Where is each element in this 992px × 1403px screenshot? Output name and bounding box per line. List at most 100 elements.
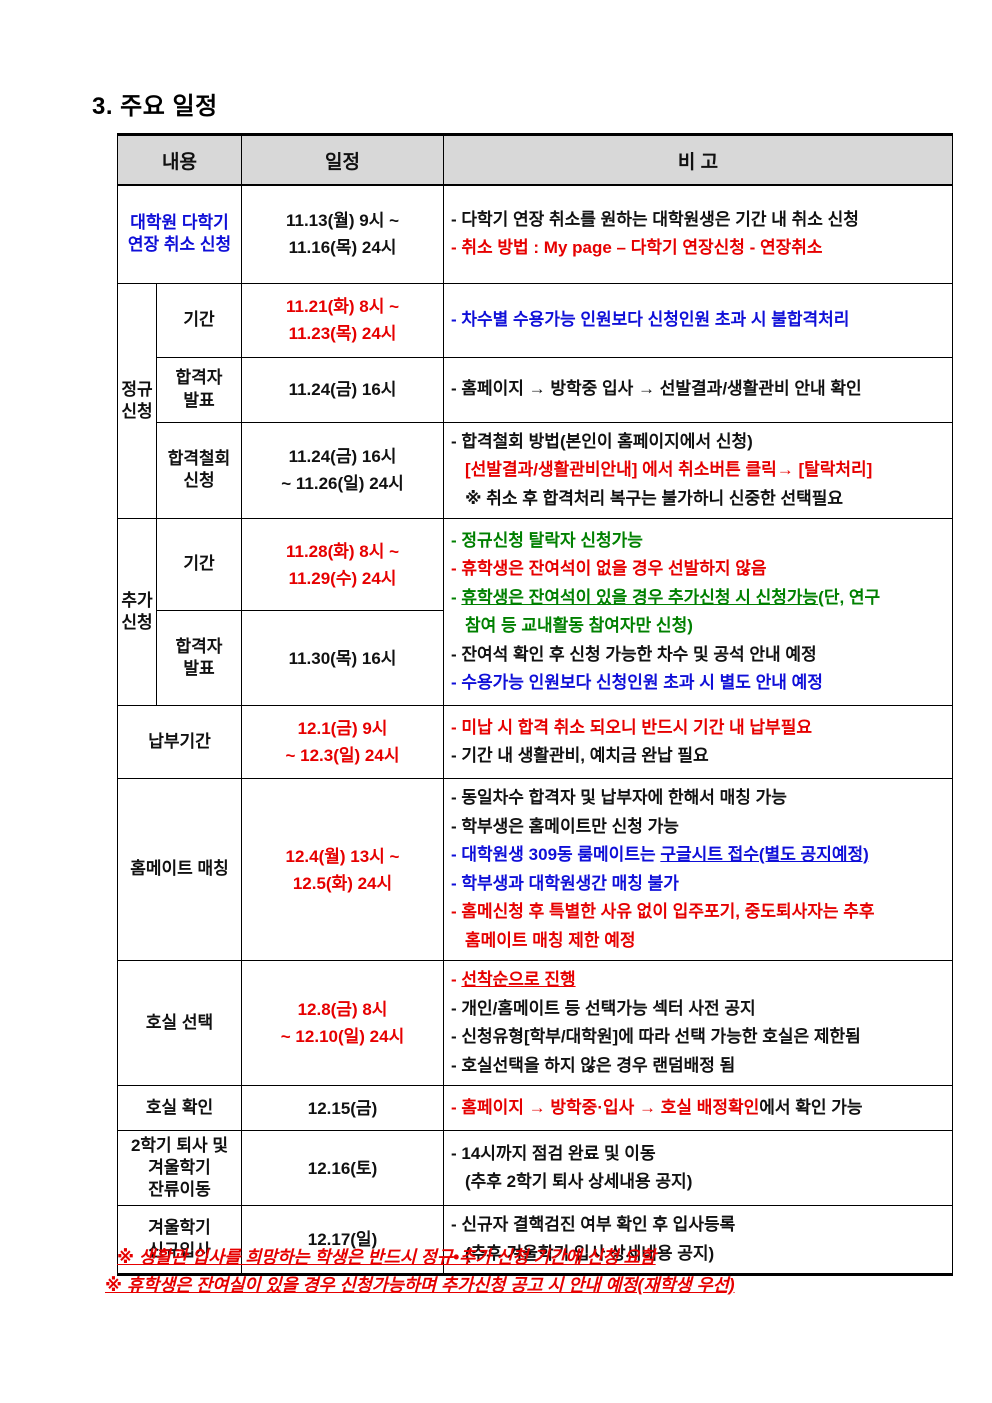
schedule-cell: 11.24(금) 16시 bbox=[241, 356, 444, 423]
content-group-cell: 정규 신청 bbox=[117, 282, 157, 519]
schedule-line: ~ 12.3(일) 24시 bbox=[285, 746, 400, 765]
note-line: - 기간 내 생활관비, 예치금 완납 필요 bbox=[451, 742, 944, 771]
note-cell: - 합격철회 방법(본인이 홈페이지에서 신청) [선발결과/생활관비안내] 에서… bbox=[443, 421, 953, 519]
note-line: - 동일차수 합격자 및 납부자에 한해서 매칭 가능 bbox=[451, 784, 944, 813]
content-label-cell: 기간 bbox=[156, 518, 242, 611]
note-segment: - bbox=[451, 673, 462, 692]
note-segment: (추후 겨울학기 입사 상세내용 공지) bbox=[465, 1243, 715, 1263]
content-label-cell: 겨울학기 신규입사 bbox=[117, 1205, 242, 1275]
note-segment: - 학부생은 홈메이트만 신청 가능 bbox=[451, 816, 679, 836]
header-schedule: 일정 bbox=[241, 134, 444, 186]
note-line: - 개인/홈메이트 등 선택가능 섹터 사전 공지 bbox=[451, 995, 944, 1024]
note-cell: - 미납 시 합격 취소 되오니 반드시 기간 내 납부필요 - 기간 내 생활관… bbox=[443, 705, 953, 779]
note-segment: - 호실선택을 하지 않은 경우 랜덤배정 됨 bbox=[451, 1055, 736, 1075]
schedule-table: 내용 일정 비 고 대학원 다학기 연장 취소 신청 11.13(월) 9시 ~1… bbox=[117, 133, 953, 1276]
note-line: ※ 취소 후 합격처리 복구는 불가하니 신중한 선택필요 bbox=[451, 485, 944, 514]
note-line: - 학부생은 홈메이트만 신청 가능 bbox=[451, 813, 944, 842]
note-segment: ※ 취소 후 합격처리 복구는 불가하니 신중한 선택필요 bbox=[465, 488, 844, 508]
note-cell: - 신규자 결핵검진 여부 확인 후 입사등록 (추후 겨울학기 입사 상세내용 … bbox=[443, 1205, 953, 1275]
table-row: 대학원 다학기 연장 취소 신청 11.13(월) 9시 ~ 11.16(목) 24… bbox=[117, 184, 953, 284]
note-segment: 수용가능 인원보다 신청인원 초과 시 별도 안내 예정 bbox=[461, 673, 823, 692]
schedule-cell: 12.4(월) 13시 ~ 12.5(화) 24시 bbox=[241, 778, 444, 961]
note-segment: [선발결과/생활관비안내] 에서 취소버튼 클릭→ [탈락처리] bbox=[465, 460, 873, 479]
note-line: - 차수별 수용가능 인원보다 신청인원 초과 시 불합격처리 bbox=[451, 306, 944, 335]
note-segment: - bbox=[451, 873, 462, 893]
note-segment: - 홈페이지 → 방학중 입사 → 선발결과/생활관비 안내 확인 bbox=[451, 379, 862, 399]
schedule-table-body: 대학원 다학기 연장 취소 신청 11.13(월) 9시 ~ 11.16(목) 24… bbox=[117, 184, 953, 1275]
schedule-line: ~ 12.10(일) 24시 bbox=[280, 1027, 405, 1046]
table-row: 납부기간 12.1(금) 9시 ~ 12.3(일) 24시 - 미납 시 합격 취소 … bbox=[117, 705, 953, 779]
note-line: - 홈페이지 → 방학중 입사 → 선발결과/생활관비 안내 확인 bbox=[451, 375, 944, 404]
header-row: 내용 일정 비 고 bbox=[117, 134, 953, 186]
note-line: - 합격철회 방법(본인이 홈페이지에서 신청) bbox=[451, 428, 944, 457]
note-segment: - bbox=[451, 530, 462, 550]
note-segment: 휴학생은 잔여석이 있을 경우 추가신청 시 신청가능 bbox=[461, 587, 819, 607]
note-segment: 참여 등 교내활동 참여자만 신청) bbox=[465, 616, 693, 635]
schedule-cell: 11.13(월) 9시 ~ 11.16(목) 24시 bbox=[241, 184, 444, 284]
note-segment: 홈메신청 후 특별한 사유 없이 입주포기, 중도퇴사자는 추후 bbox=[461, 902, 875, 921]
content-label-cell: 2학기 퇴사 및 겨울학기 잔류이동 bbox=[117, 1130, 242, 1206]
table-row: 2학기 퇴사 및 겨울학기 잔류이동 12.16(토) - 14시까지 점검 완료 … bbox=[117, 1130, 953, 1206]
schedule-cell: 11.24(금) 16시 ~ 11.26(일) 24시 bbox=[241, 421, 444, 519]
note-segment: - 개인/홈메이트 등 선택가능 섹터 사전 공지 bbox=[451, 998, 756, 1018]
note-line: - 취소 방법 : My page – 다학기 연장신청 - 연장취소 bbox=[451, 234, 944, 263]
note-line: - 선착순으로 진행 bbox=[451, 966, 944, 995]
note-segment: 에서 확인 가능 bbox=[759, 1097, 863, 1117]
note-cell: - 정규신청 탈락자 신청가능 - 휴학생은 잔여석이 없을 경우 선발하지 않음… bbox=[443, 518, 953, 706]
note-line: - 홈페이지 → 방학중·입사 → 호실 배정확인에서 확인 가능 bbox=[451, 1094, 944, 1123]
note-segment: 미납 시 합격 취소 되오니 반드시 기간 내 납부필요 bbox=[461, 717, 812, 737]
footnotes: ※ 생활관 입사를 희망하는 학생은 반드시 정규•추가 신청 기간에 신청 요… bbox=[105, 1243, 965, 1299]
schedule-line: 12.8(금) 8시 bbox=[297, 1000, 388, 1019]
schedule-line: 11.24(금) 16시 bbox=[288, 447, 397, 467]
note-segment: - bbox=[451, 970, 462, 989]
schedule-line: 11.28(화) 8시 ~ bbox=[285, 541, 400, 561]
note-segment: 홈메이트 매칭 제한 예정 bbox=[465, 930, 636, 950]
note-cell: - 차수별 수용가능 인원보다 신청인원 초과 시 불합격처리 bbox=[443, 282, 953, 358]
note-cell: - 다학기 연장 취소를 원하는 대학원생은 기간 내 취소 신청 - 취소 방법… bbox=[443, 184, 953, 284]
note-segment: 구글시트 접수(별도 공지예정) bbox=[660, 845, 869, 864]
schedule-cell: 12.16(토) bbox=[241, 1130, 444, 1206]
header-note: 비 고 bbox=[443, 134, 953, 186]
note-cell: - 선착순으로 진행 - 개인/홈메이트 등 선택가능 섹터 사전 공지 - 신청유… bbox=[443, 960, 953, 1086]
footnote-line: ※ 휴학생은 잔여실이 있을 경우 신청가능하며 추가신청 공고 시 안내 예정… bbox=[105, 1275, 735, 1295]
note-segment: - 신규자 결핵검진 여부 확인 후 입사등록 bbox=[451, 1215, 736, 1234]
note-line: - 신규자 결핵검진 여부 확인 후 입사등록 bbox=[451, 1211, 944, 1240]
note-cell: - 동일차수 합격자 및 납부자에 한해서 매칭 가능 - 학부생은 홈메이트만 … bbox=[443, 778, 953, 961]
table-row: 합격철회 신청 11.24(금) 16시 ~ 11.26(일) 24시 - 합격철회 … bbox=[118, 421, 953, 519]
note-segment: - 신청유형[학부/대학원]에 따라 선택 가능한 호실은 제한됨 bbox=[451, 1027, 861, 1046]
note-line: - 홈메신청 후 특별한 사유 없이 입주포기, 중도퇴사자는 추후 bbox=[451, 898, 944, 927]
note-line: - 수용가능 인원보다 신청인원 초과 시 별도 안내 예정 bbox=[451, 669, 944, 698]
note-line: - 휴학생은 잔여석이 있을 경우 추가신청 시 신청가능(단, 연구 bbox=[451, 584, 944, 613]
schedule-cell: 12.17(일) bbox=[241, 1205, 444, 1275]
note-segment: (단, 연구 bbox=[818, 587, 881, 607]
table-row: 호실 선택 12.8(금) 8시 ~ 12.10(일) 24시 - 선착순으로 진행 -… bbox=[117, 960, 953, 1086]
schedule-line: 12.15(금) bbox=[307, 1098, 378, 1118]
table-row: 겨울학기 신규입사 12.17(일) - 신규자 결핵검진 여부 확인 후 입사등록… bbox=[117, 1205, 953, 1275]
schedule-cell: 12.15(금) bbox=[241, 1085, 444, 1131]
note-segment: - bbox=[451, 845, 462, 864]
note-segment: - bbox=[451, 238, 462, 258]
table-row: 정규 신청 기간 11.21(화) 8시 ~ 11.23(목) 24시 - 차수별 수용… bbox=[117, 282, 953, 519]
note-segment: 정규신청 탈락자 신청가능 bbox=[461, 530, 643, 550]
content-group-cell: 추가 신청 bbox=[117, 518, 157, 706]
note-segment: - 합격철회 방법(본인이 홈페이지에서 신청) bbox=[451, 431, 753, 451]
content-label-cell: 대학원 다학기 연장 취소 신청 bbox=[117, 184, 242, 284]
content-label-cell: 납부기간 bbox=[117, 705, 242, 779]
note-line: - 학부생과 대학원생간 매칭 불가 bbox=[451, 870, 944, 899]
note-segment: 선착순으로 진행 bbox=[461, 970, 576, 989]
table-row: 합격자 발표 11.24(금) 16시 - 홈페이지 → 방학중 입사 → 선발결과… bbox=[118, 356, 953, 423]
content-label-cell: 호실 선택 bbox=[117, 960, 242, 1086]
content-label-cell: 합격자 발표 bbox=[156, 610, 242, 706]
schedule-line: 12.17(일) bbox=[307, 1230, 378, 1249]
note-line: - 14시까지 점검 완료 및 이동 bbox=[451, 1140, 944, 1169]
schedule-line: 11.29(수) 24시 bbox=[288, 568, 397, 588]
table-row: 홈메이트 매칭 12.4(월) 13시 ~ 12.5(화) 24시 - 동일차수 합격… bbox=[117, 778, 953, 961]
note-segment: - bbox=[451, 309, 462, 329]
table-row: 합격자 발표 11.30(목) 16시 bbox=[118, 610, 953, 706]
note-line: - 정규신청 탈락자 신청가능 bbox=[451, 527, 944, 556]
schedule-line: 12.16(토) bbox=[307, 1158, 378, 1178]
content-label-cell: 기간 bbox=[156, 282, 242, 358]
note-line: - 휴학생은 잔여석이 없을 경우 선발하지 않음 bbox=[451, 555, 944, 584]
schedule-line: 11.16(목) 24시 bbox=[288, 238, 397, 258]
note-segment: - 동일차수 합격자 및 납부자에 한해서 매칭 가능 bbox=[451, 788, 787, 807]
